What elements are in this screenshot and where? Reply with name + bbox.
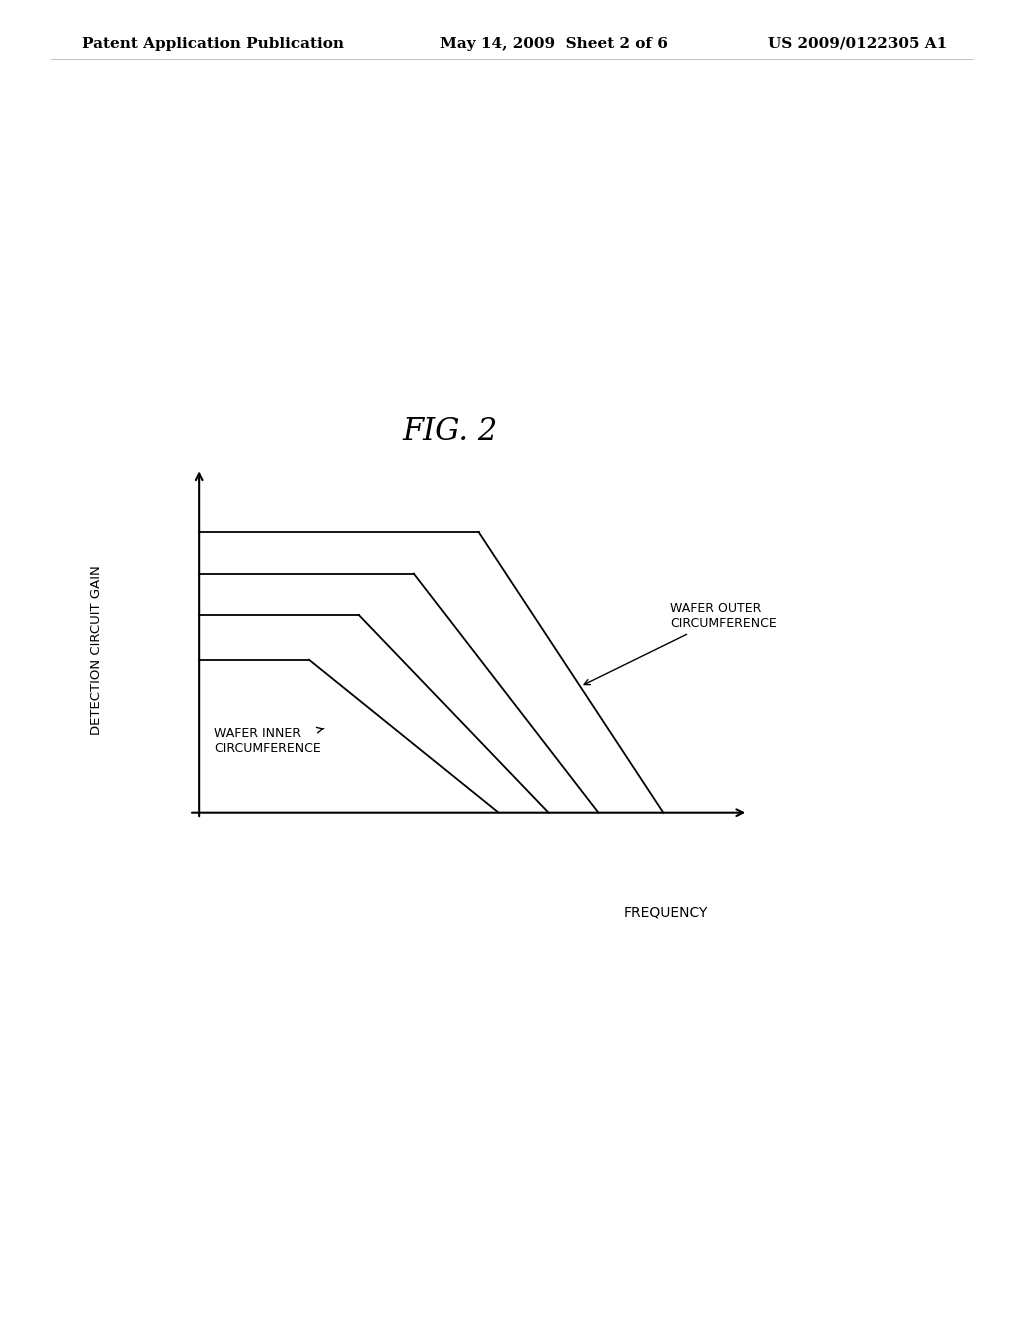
Text: FIG. 2: FIG. 2 [402,416,499,446]
Text: WAFER OUTER
CIRCUMFERENCE: WAFER OUTER CIRCUMFERENCE [584,602,777,685]
Text: May 14, 2009  Sheet 2 of 6: May 14, 2009 Sheet 2 of 6 [440,37,669,51]
Text: DETECTION CIRCUIT GAIN: DETECTION CIRCUIT GAIN [89,565,102,735]
Text: WAFER INNER
CIRCUMFERENCE: WAFER INNER CIRCUMFERENCE [214,727,324,755]
Text: Patent Application Publication: Patent Application Publication [82,37,344,51]
Text: US 2009/0122305 A1: US 2009/0122305 A1 [768,37,947,51]
Text: FREQUENCY: FREQUENCY [624,906,709,920]
